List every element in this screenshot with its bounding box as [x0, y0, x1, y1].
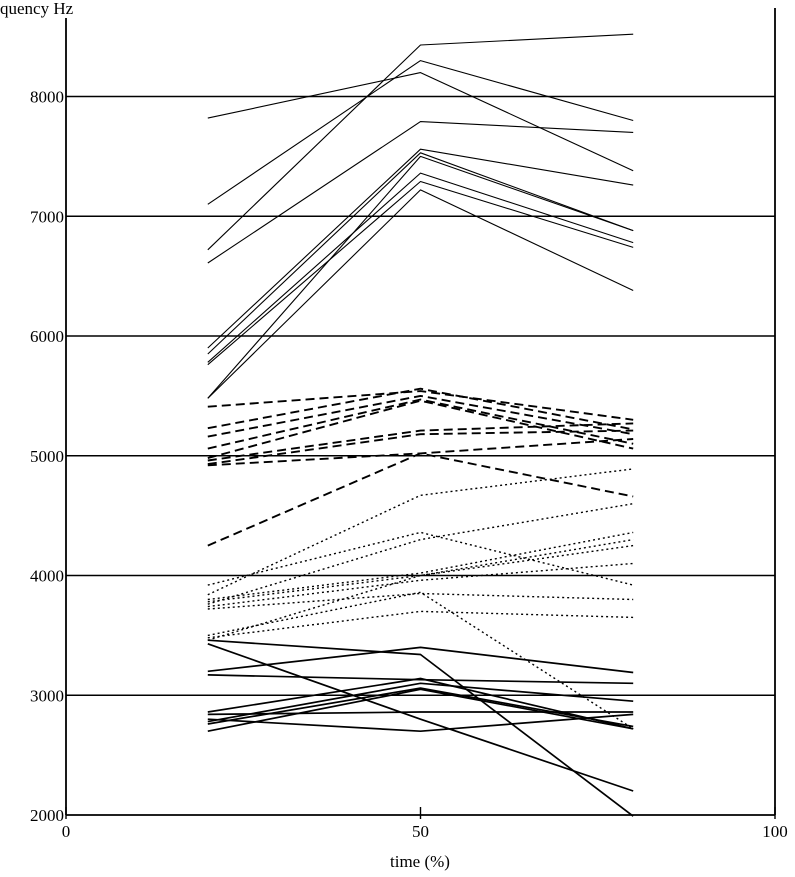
series-line-1: [207, 72, 634, 172]
y-tick-label: 7000: [30, 207, 64, 226]
x-axis-title: time (%): [390, 852, 450, 871]
series-line-8: [207, 180, 634, 366]
x-axis-ticks: 0 50 100: [62, 807, 788, 841]
y-tick-label: 4000: [30, 567, 64, 586]
series-line-17: [207, 429, 634, 466]
series-line-31: [207, 642, 634, 792]
series-line-14: [207, 398, 634, 450]
series-line-12: [207, 387, 634, 431]
y-axis-ticks: 2000 3000 4000 5000 6000 7000 8000: [30, 88, 64, 826]
series-line-35: [207, 711, 634, 716]
series-line-3: [207, 33, 634, 251]
series-line-13: [207, 394, 634, 438]
series-line-29: [207, 544, 634, 641]
series-line-37: [207, 682, 634, 723]
series-line-23: [207, 538, 634, 603]
series-line-19: [207, 452, 634, 547]
series-line-34: [207, 677, 634, 730]
series-line-20: [207, 531, 634, 586]
series-line-9: [207, 189, 634, 399]
series-line-30: [207, 639, 634, 817]
x-tick-label: 50: [412, 822, 429, 841]
series-line-38: [207, 687, 634, 728]
y-tick-label: 2000: [30, 806, 64, 825]
series-line-26: [207, 592, 634, 610]
series-line-2: [207, 60, 634, 205]
series-line-28: [207, 610, 634, 639]
series-line-7: [207, 172, 634, 363]
y-tick-label: 3000: [30, 686, 64, 705]
series-line-32: [207, 646, 634, 674]
series-line-36: [207, 713, 634, 733]
x-tick-label: 100: [762, 822, 788, 841]
x-tick-label: 0: [62, 822, 71, 841]
y-axis-label-fragment: quency Hz: [0, 0, 74, 18]
y-tick-label: 5000: [30, 447, 64, 466]
y-tick-label: 6000: [30, 327, 64, 346]
series-line-25: [207, 562, 634, 608]
series-line-33: [207, 674, 634, 685]
series-line-4: [207, 121, 634, 264]
series-line-22: [207, 531, 634, 601]
data-series: [207, 33, 634, 817]
series-line-6: [207, 152, 634, 355]
series-line-15: [207, 399, 634, 460]
y-tick-label: 8000: [30, 88, 64, 107]
series-line-10: [207, 155, 634, 399]
series-line-16: [207, 422, 634, 462]
series-line-39: [207, 688, 634, 733]
series-line-24: [207, 503, 634, 605]
series-line-11: [207, 390, 634, 421]
series-line-27: [207, 591, 634, 730]
horizontal-gridlines: [66, 95, 775, 697]
series-line-5: [207, 148, 634, 349]
